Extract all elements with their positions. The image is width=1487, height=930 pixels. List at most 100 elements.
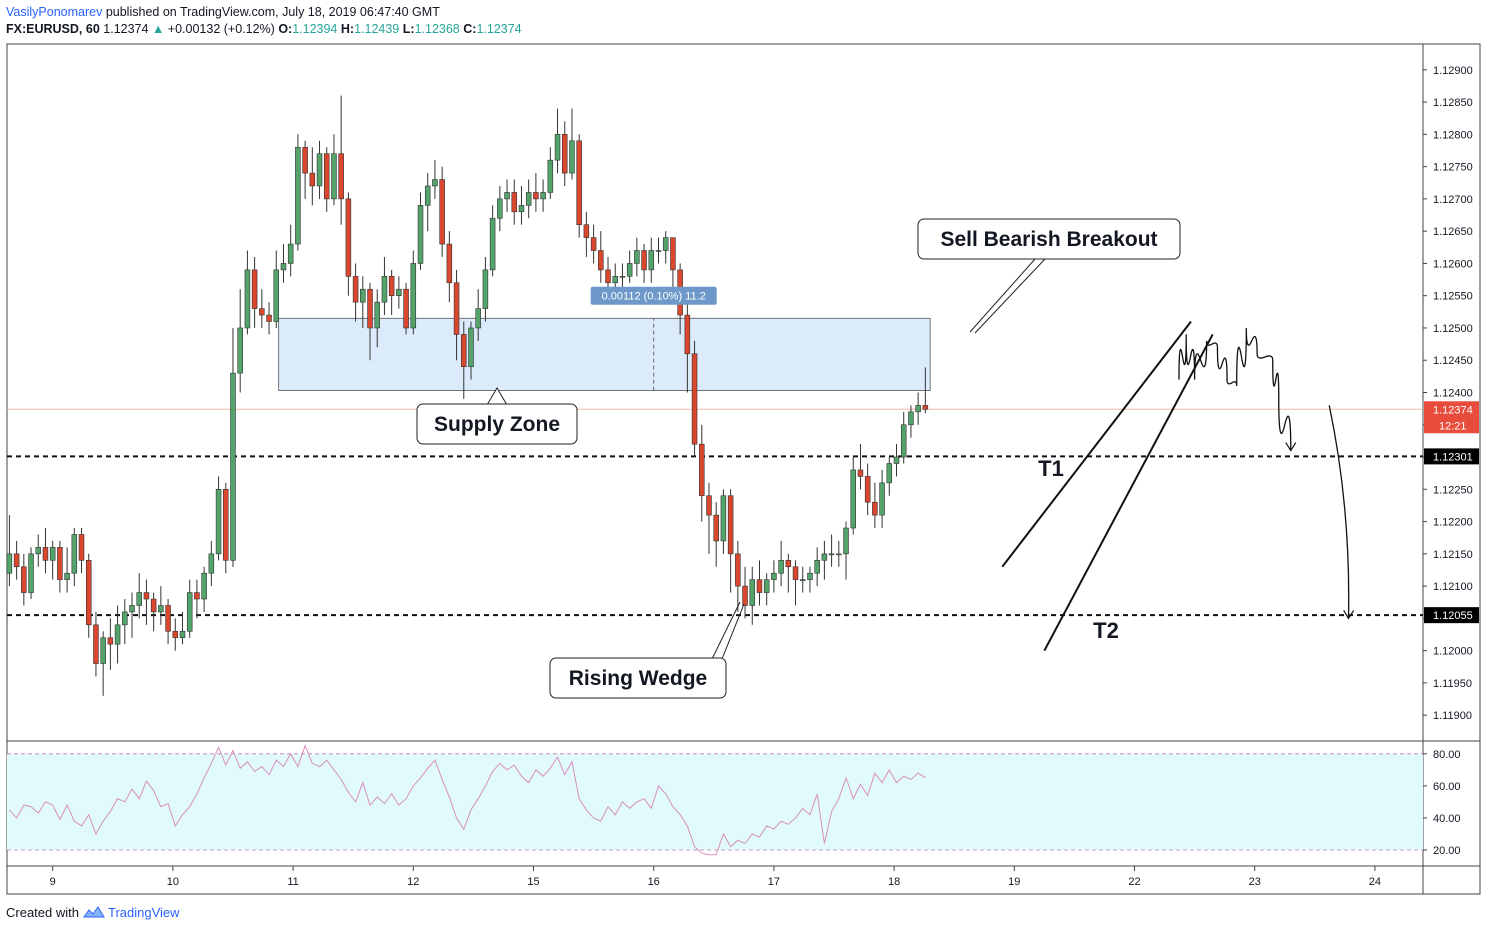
candle [684,302,691,393]
candle [893,444,900,477]
supply-callout-pointer [486,387,508,406]
price-tick-label: 1.12500 [1433,323,1473,335]
candle [71,528,78,587]
candle [85,553,92,638]
time-tick-label: 17 [768,876,780,888]
candle [143,579,150,625]
candle-body [626,263,633,277]
candle [251,256,258,328]
candle [453,269,460,361]
candle [590,224,597,264]
candle [561,121,568,186]
candle-body [71,534,78,574]
candle-body [136,592,142,606]
candle [237,289,243,393]
candle-body [922,405,929,410]
candle [201,566,207,612]
t1-label: T1 [1038,456,1064,481]
chart-frame [6,43,1481,895]
time-tick-label: 9 [50,876,56,888]
wedge-callout-pointer [711,601,745,660]
candle-body [28,553,34,593]
candle [244,250,251,335]
candle-body [554,134,561,161]
candle [287,224,294,277]
candle [821,540,828,580]
candle [28,547,34,600]
candle [107,618,114,671]
candle-body [374,301,380,329]
candle [634,237,640,277]
candle-body [670,237,676,271]
candle-body [807,572,813,580]
candle [396,276,402,309]
candle [511,179,518,225]
candle [504,179,510,212]
level-price-badge [1424,448,1479,465]
candle [468,321,474,380]
candle [360,276,366,328]
candle-body [540,192,546,200]
candle [215,476,222,561]
author-link[interactable]: VasilyPonomarev [6,5,103,19]
candle [727,489,734,593]
candle-body [771,572,777,580]
rsi-tick-label: 40.00 [1433,813,1461,825]
candle [21,553,27,606]
candle-body [194,592,200,600]
candle [100,631,106,696]
candle [641,244,647,283]
candle [475,289,481,341]
candle [432,160,438,199]
candle [713,502,719,567]
candle-body [648,250,655,271]
price-tick-label: 1.12800 [1433,129,1473,141]
candle [583,211,590,257]
candle-body [323,153,330,200]
candle [403,282,409,335]
projection-path-t2 [1328,405,1355,620]
candle-body [280,263,287,271]
wedge-trendline [1043,333,1214,652]
candle [93,611,99,677]
candle [900,411,907,464]
open-value: 1.12394 [292,22,338,36]
tradingview-brand[interactable]: TradingView [108,905,180,920]
price-tick-label: 1.12150 [1433,549,1473,561]
candle [836,540,842,567]
price-tick-label: 1.12250 [1433,484,1473,496]
candle [612,263,618,290]
price-tick-label: 1.12750 [1433,162,1473,174]
candle [482,256,489,322]
candle-body [533,192,539,200]
candle [259,289,265,328]
candle [778,540,784,587]
candle [843,521,849,580]
time-tick-label: 23 [1249,876,1261,888]
candle-body [432,179,438,187]
candle-body [489,217,496,271]
candle [345,192,352,296]
price-tick-label: 1.12450 [1433,355,1473,367]
created-with-text: Created with [6,905,79,920]
candle [388,269,395,316]
candle-body [749,579,756,606]
candle [785,553,792,593]
candle [662,231,669,264]
candle-body [699,443,705,497]
candle [756,560,763,606]
candle-body [569,140,575,174]
close-value: 1.12374 [476,22,522,36]
high-label: H: [340,22,355,36]
candle [915,392,921,425]
time-tick-label: 16 [648,876,660,888]
candle [410,250,417,335]
candle-body [850,469,856,529]
candle-body [208,553,215,574]
candle [208,540,215,587]
trading-chart[interactable]: 0.00112 (0.10%) 11.2 Sell Bearish Breakou… [0,0,1487,900]
candle-body [547,159,554,193]
price-tick-label: 1.12000 [1433,646,1473,658]
candle [57,540,63,593]
candle-body [735,553,741,587]
